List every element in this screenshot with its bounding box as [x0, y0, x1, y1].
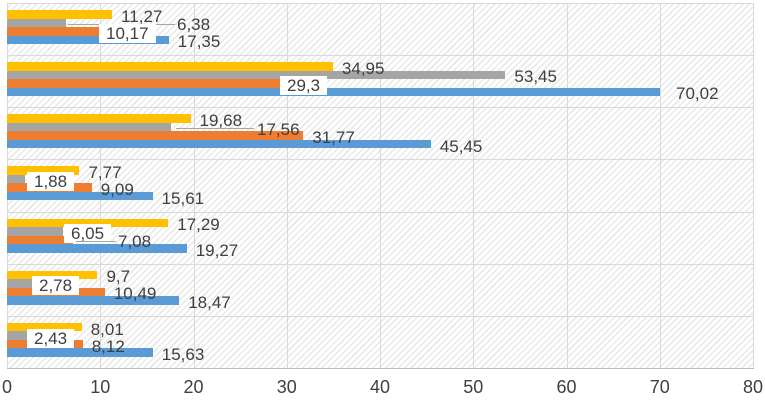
bar-label: 10,49	[113, 284, 157, 304]
gridline-horizontal	[7, 159, 753, 161]
yellow-series-bar	[7, 270, 98, 280]
gridline-vertical	[286, 3, 288, 368]
plot-area	[7, 3, 754, 368]
bar-label: 70,02	[676, 84, 719, 104]
blue-series-bar	[7, 296, 180, 305]
gridline-vertical	[193, 3, 195, 368]
gridline-vertical	[566, 3, 568, 368]
bar-label: 29,3	[280, 76, 328, 96]
x-axis-tick-label: 20	[183, 377, 204, 397]
bar-label: 9,09	[100, 180, 134, 200]
gridline-vertical	[659, 3, 661, 368]
x-axis-tick-label: 10	[90, 377, 111, 397]
bar-label: 19,27	[195, 240, 239, 260]
gridline-horizontal	[7, 211, 753, 213]
x-axis-tick-label: 70	[649, 377, 670, 397]
gray-series-bar	[7, 18, 67, 27]
bar-label: 53,45	[514, 67, 557, 87]
bar-label: 31,77	[312, 128, 355, 148]
gray-series-bar	[7, 227, 64, 236]
blue-series-bar	[7, 35, 169, 44]
gray-series-bar	[7, 331, 30, 340]
bar-label: 8,01	[90, 319, 124, 339]
bar-label: 15,63	[161, 345, 205, 365]
orange-series-bar	[7, 27, 102, 36]
yellow-series-bar	[7, 166, 80, 175]
gridline-vertical	[753, 3, 754, 368]
yellow-series-bar	[7, 114, 191, 123]
yellow-series-bar	[7, 10, 113, 19]
gridline-horizontal	[7, 315, 753, 317]
bar-label: 17,35	[177, 32, 221, 52]
gridline-horizontal	[7, 55, 753, 57]
gridline-horizontal	[7, 263, 753, 265]
gridline-vertical	[473, 3, 475, 368]
bar-label: 6,38	[177, 15, 211, 35]
gridline-vertical	[380, 3, 381, 368]
blue-series-bar	[7, 87, 660, 97]
orange-series-bar	[7, 235, 74, 245]
bar-label: 6,05	[64, 224, 112, 244]
leader-line	[176, 128, 254, 130]
bar-label: 7,08	[118, 232, 152, 252]
x-axis-tick-label: 0	[1, 377, 12, 397]
bar-label: 15,61	[161, 188, 205, 208]
gray-series-bar	[7, 279, 33, 288]
x-axis-tick-label: 50	[463, 377, 484, 397]
x-axis-tick-label: 60	[556, 377, 577, 397]
blue-series-bar	[7, 191, 153, 201]
gray-series-bar	[7, 174, 25, 184]
bar-label: 1,88	[27, 172, 75, 192]
gridline-horizontal	[7, 3, 753, 4]
x-axis-tick-label: 80	[742, 377, 764, 397]
orange-series-bar	[7, 131, 304, 140]
leader-line	[76, 240, 116, 242]
yellow-series-bar	[7, 322, 82, 332]
bar-label: 17,29	[177, 215, 220, 235]
bar-label: 7,77	[88, 163, 122, 183]
bar-label: 2,78	[32, 276, 80, 296]
bar-label: 18,47	[188, 292, 231, 312]
bar-label: 19,68	[199, 111, 243, 131]
bar-label: 17,56	[257, 119, 300, 139]
bar-label: 8,12	[91, 336, 125, 356]
gridline-horizontal	[7, 107, 753, 109]
blue-series-bar	[7, 244, 187, 253]
yellow-series-bar	[7, 218, 169, 228]
x-axis-line	[7, 368, 754, 369]
x-axis-tick-label: 40	[369, 377, 391, 397]
bar-label: 45,45	[439, 136, 483, 156]
bar-label: 9,7	[106, 267, 131, 287]
gray-series-bar	[7, 70, 506, 80]
bar-label: 34,95	[341, 58, 385, 78]
bar-label: 11,27	[121, 6, 163, 26]
bar-label: 2,43	[27, 328, 75, 348]
orange-series-bar	[7, 79, 281, 88]
bar-label: 10,17	[99, 24, 156, 44]
blue-series-bar	[7, 139, 431, 149]
gridline-vertical	[100, 3, 102, 368]
blue-series-bar	[7, 348, 153, 357]
gray-series-bar	[7, 122, 171, 132]
yellow-series-bar	[7, 62, 333, 71]
x-axis-tick-label: 30	[276, 377, 297, 397]
